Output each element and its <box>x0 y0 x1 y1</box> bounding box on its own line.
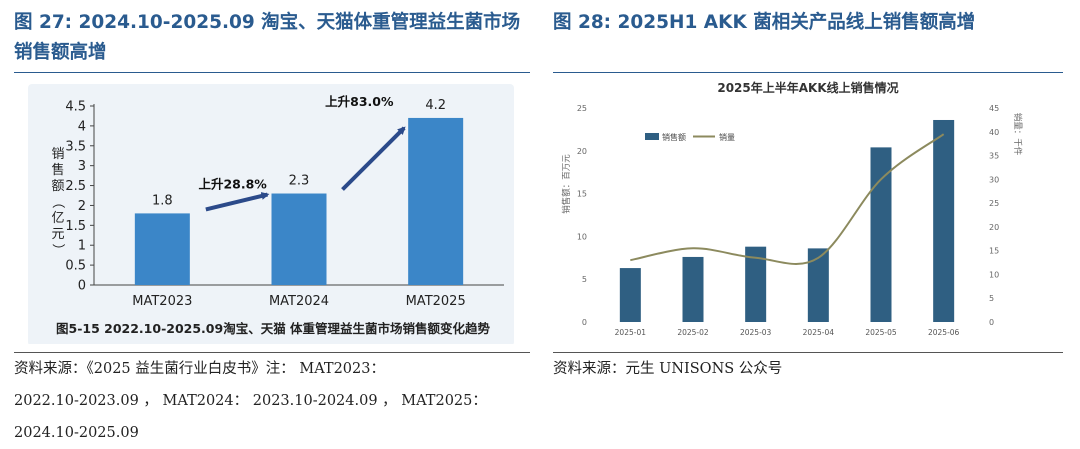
right-chart: 2025年上半年AKK线上销售情况 0 5 10 15 20 25 0 5 10 15 20 25 3… <box>553 74 1063 350</box>
left-chart: 0 0.5 1 1.5 2 2.5 3 3.5 4 4.5 1.8 MAT2023 2.3 MAT202… <box>14 74 530 346</box>
right-y-tick-label: 5 <box>582 275 587 284</box>
right-figure-title: 图 28: 2025H1 AKK 菌相关产品线上销售额高增 <box>553 12 976 33</box>
left-chart-svg: 0 0.5 1 1.5 2 2.5 3 3.5 4 4.5 1.8 MAT2023 2.3 MAT202… <box>28 84 514 346</box>
right-y-tick-label: 0 <box>582 318 587 327</box>
left-source-line2: 2022.10-2023.09 ， MAT2024： 2023.10-2024.… <box>14 393 487 409</box>
right-right-y-axis: 0 5 10 15 20 25 30 35 40 45 <box>989 104 999 327</box>
left-y-tick-label: 4.5 <box>65 100 86 115</box>
left-figure-panel: 图 27: 2024.10-2025.09 淘宝、天猫体重管理益生菌市场销售额高… <box>0 0 530 449</box>
right-y2-tick-label: 5 <box>989 294 994 303</box>
right-source-rule <box>553 352 1063 353</box>
right-figure-panel: 图 28: 2025H1 AKK 菌相关产品线上销售额高增 2025年上半年AK… <box>553 0 1080 449</box>
left-x-tick-label: MAT2023 <box>132 294 192 309</box>
left-bar <box>134 213 190 285</box>
right-y-tick-label: 25 <box>577 104 587 113</box>
right-bar <box>807 248 829 322</box>
left-y-tick-label: 3.5 <box>65 139 86 154</box>
right-y2-tick-label: 10 <box>989 270 999 279</box>
left-figure-title: 图 27: 2024.10-2025.09 淘宝、天猫体重管理益生菌市场销售额高… <box>14 12 521 63</box>
right-line-series <box>630 133 945 265</box>
left-growth-arrows: 上升28.8% 上升83.0% <box>198 94 406 212</box>
left-bars: 1.8 MAT2023 2.3 MAT2024 4.2 MAT2025 <box>132 98 465 309</box>
right-x-tick-label: 2025-05 <box>865 328 897 337</box>
left-growth-arrow <box>205 192 270 212</box>
left-x-tick-label: MAT2024 <box>269 294 329 309</box>
right-line-path <box>630 133 945 265</box>
right-legend-bar-swatch <box>645 133 659 140</box>
right-x-tick-label: 2025-04 <box>803 328 835 337</box>
left-source-rule <box>14 352 530 353</box>
left-y-axis-label-char: （ <box>50 195 65 208</box>
right-bar <box>870 147 892 322</box>
left-x-tick-label: MAT2025 <box>406 294 466 309</box>
left-y-axis-label-char: 销 <box>51 147 64 162</box>
left-bar-value-label: 1.8 <box>152 193 173 208</box>
left-y-axis-label-char: 额 <box>51 179 64 194</box>
right-bars <box>619 119 955 322</box>
left-growth-label: 上升28.8% <box>198 177 267 192</box>
left-y-tick-label: 2.5 <box>65 179 86 194</box>
right-legend: 销售额 销量 <box>645 132 735 142</box>
left-title-rule <box>14 72 530 73</box>
right-bar <box>745 246 767 322</box>
left-y-tick-label: 1.5 <box>65 219 86 234</box>
right-y2-tick-label: 35 <box>989 152 999 161</box>
right-y2-tick-label: 40 <box>989 128 999 137</box>
left-y-axis-label-char: 售 <box>51 162 64 178</box>
right-x-tick-label: 2025-01 <box>615 328 647 337</box>
left-bar <box>408 117 464 285</box>
left-y-axis-label-char: 亿 <box>51 211 64 226</box>
right-y2-tick-label: 45 <box>989 104 999 113</box>
right-y-axis-title: 销售额：百万元 <box>561 154 572 214</box>
left-growth-arrow <box>341 126 406 191</box>
right-x-tick-label: 2025-06 <box>928 328 960 337</box>
right-bar <box>619 268 641 322</box>
right-y-tick-label: 20 <box>577 147 587 156</box>
right-y2-tick-label: 30 <box>989 175 999 184</box>
right-legend-bar-label: 销售额 <box>662 132 686 142</box>
right-bar <box>933 119 955 322</box>
left-y-tick-label: 2 <box>78 199 86 214</box>
left-y-tick-label: 1 <box>78 239 86 254</box>
left-bar-value-label: 4.2 <box>425 98 446 113</box>
left-growth-label: 上升83.0% <box>325 94 394 109</box>
right-source-line1: 资料来源：元生 UNISONS 公众号 <box>553 361 783 377</box>
right-y2-axis-title: 销量：千件 <box>1012 113 1023 156</box>
left-y-tick-label: 4 <box>78 119 86 134</box>
right-title-rule <box>553 72 1063 73</box>
left-y-tick-label: 0 <box>78 279 86 294</box>
left-bar <box>271 193 327 285</box>
right-y-tick-label: 15 <box>577 190 587 199</box>
right-legend-line-label: 销量 <box>719 132 735 142</box>
left-source-line1: 资料来源：《2025 益生菌行业白皮书》注： MAT2023： <box>14 361 385 377</box>
left-source-line3: 2024.10-2025.09 <box>14 425 139 441</box>
right-x-axis: 2025-01 2025-02 2025-03 2025-04 2025-05 2025-… <box>615 328 960 337</box>
right-y2-tick-label: 20 <box>989 223 999 232</box>
right-y2-tick-label: 25 <box>989 199 999 208</box>
right-y2-tick-label: 0 <box>989 318 994 327</box>
right-x-tick-label: 2025-02 <box>677 328 709 337</box>
right-chart-title: 2025年上半年AKK线上销售情况 <box>717 80 898 95</box>
right-axis-titles: 销售额：百万元 销量：千件 <box>561 113 1023 214</box>
left-y-axis-label-char: ） <box>50 243 65 256</box>
right-x-tick-label: 2025-03 <box>740 328 772 337</box>
left-bar-value-label: 2.3 <box>289 174 310 189</box>
left-y-tick-label: 0.5 <box>65 259 86 274</box>
left-y-axis-label-char: 元 <box>51 227 64 242</box>
right-chart-svg: 2025年上半年AKK线上销售情况 0 5 10 15 20 25 0 5 10 15 20 25 3… <box>553 74 1063 350</box>
right-left-y-axis: 0 5 10 15 20 25 <box>577 104 587 327</box>
right-y-tick-label: 10 <box>577 232 587 241</box>
right-y2-tick-label: 15 <box>989 247 999 256</box>
left-y-tick-label: 3 <box>78 159 86 174</box>
left-y-axis-label: 销售额（ 亿元） <box>50 147 65 257</box>
right-bar <box>682 256 704 322</box>
left-chart-caption: 图5-15 2022.10-2025.09淘宝、天猫 体重管理益生菌市场销售额变… <box>56 321 491 336</box>
